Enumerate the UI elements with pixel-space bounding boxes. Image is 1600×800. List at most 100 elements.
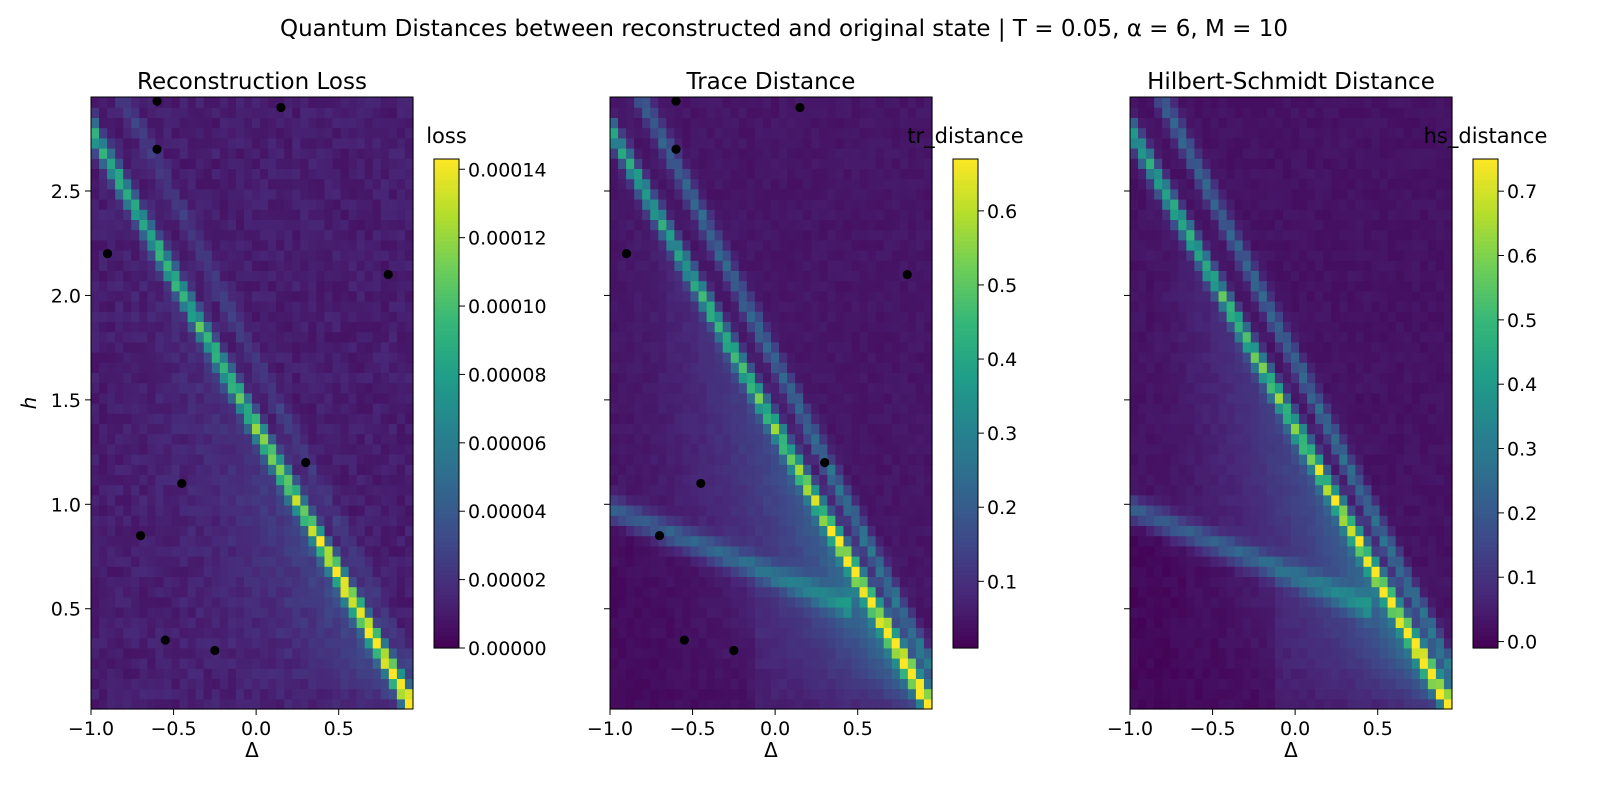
heatmap-cell xyxy=(268,321,277,333)
heatmap-cell xyxy=(195,617,205,628)
heatmap-cell xyxy=(891,596,901,608)
heatmap-cell xyxy=(396,311,406,322)
heatmap-cell xyxy=(891,576,901,588)
heatmap-cell xyxy=(356,566,366,577)
heatmap-cell xyxy=(300,199,309,210)
heatmap-cell xyxy=(771,199,780,210)
heatmap-cell xyxy=(308,647,317,659)
heatmap-cell xyxy=(364,617,374,628)
heatmap-cell xyxy=(99,372,108,384)
heatmap-cell xyxy=(915,617,925,628)
heatmap-cell xyxy=(779,117,788,129)
heatmap-cell xyxy=(915,556,925,567)
heatmap-cell xyxy=(364,219,374,231)
heatmap-cell xyxy=(722,576,732,588)
heatmap-cell xyxy=(634,494,643,506)
heatmap-cell xyxy=(171,617,181,628)
heatmap-cell xyxy=(243,484,253,496)
heatmap-cell xyxy=(642,107,651,118)
heatmap-cell xyxy=(99,515,108,526)
heatmap-cell xyxy=(835,127,845,139)
heatmap-cell xyxy=(859,168,869,180)
heatmap-cell xyxy=(316,209,326,220)
heatmap-cell xyxy=(340,423,350,435)
heatmap-cell xyxy=(706,668,716,679)
heatmap-cell xyxy=(811,566,820,577)
heatmap-cell xyxy=(219,668,229,679)
heatmap-cell xyxy=(883,525,893,537)
heatmap-cell xyxy=(626,556,635,567)
heatmap-cell xyxy=(316,229,326,241)
heatmap-cell xyxy=(139,372,148,384)
heatmap-cell xyxy=(243,647,253,659)
heatmap-cell xyxy=(762,301,772,312)
heatmap-cell xyxy=(268,494,277,506)
heatmap-cell xyxy=(875,627,885,639)
heatmap-cell xyxy=(658,158,667,169)
heatmap-cell xyxy=(642,199,651,210)
heatmap-cell xyxy=(388,617,398,628)
heatmap-cell xyxy=(131,627,140,639)
colorbar-tick-label: 0.00000 xyxy=(468,638,547,660)
heatmap-cell xyxy=(771,290,780,302)
heatmap-cell xyxy=(372,647,382,659)
heatmap-cell xyxy=(738,494,748,506)
heatmap-cell xyxy=(260,270,269,282)
heatmap-cell xyxy=(300,341,309,353)
heatmap-cell xyxy=(867,423,877,435)
heatmap-cell xyxy=(131,188,140,200)
heatmap-cell xyxy=(356,688,366,700)
heatmap-cell xyxy=(300,219,309,231)
heatmap-cell xyxy=(372,382,382,394)
heatmap-cell xyxy=(99,668,108,679)
heatmap-cell xyxy=(284,494,293,506)
heatmap-cell xyxy=(187,637,197,649)
heatmap-cell xyxy=(396,239,406,251)
heatmap-cell xyxy=(292,556,301,567)
heatmap-cell xyxy=(859,637,869,649)
heatmap-cell xyxy=(851,566,861,577)
heatmap-cell xyxy=(658,464,667,475)
heatmap-cell xyxy=(754,586,764,598)
heatmap-cell xyxy=(779,433,788,445)
heatmap-cell xyxy=(650,382,659,394)
heatmap-cell xyxy=(674,158,684,169)
heatmap-cell xyxy=(260,209,269,220)
heatmap-cell xyxy=(722,321,732,333)
heatmap-cell xyxy=(883,576,893,588)
heatmap-cell xyxy=(372,250,382,261)
heatmap-cell xyxy=(819,617,828,628)
heatmap-cell xyxy=(787,158,796,169)
heatmap-cell xyxy=(115,545,124,557)
heatmap-cell xyxy=(316,178,326,190)
heatmap-cell xyxy=(642,117,651,129)
heatmap-cell xyxy=(300,423,309,435)
heatmap-cell xyxy=(163,352,173,363)
heatmap-cell xyxy=(396,188,406,200)
heatmap-cell xyxy=(658,137,667,149)
heatmap-cell xyxy=(324,107,334,118)
heatmap-cell xyxy=(746,443,756,455)
heatmap-cell xyxy=(827,474,836,486)
heatmap-cell xyxy=(891,178,901,190)
heatmap-cell xyxy=(795,290,804,302)
heatmap-cell xyxy=(211,627,221,639)
heatmap-cell xyxy=(219,403,229,414)
heatmap-cell xyxy=(203,505,213,516)
heatmap-cell xyxy=(746,413,756,424)
heatmap-cell xyxy=(388,474,398,486)
heatmap-cell xyxy=(380,423,390,435)
heatmap-cell xyxy=(859,545,869,557)
heatmap-cell xyxy=(324,127,334,139)
heatmap-cell xyxy=(227,525,237,537)
heatmap-cell xyxy=(195,525,205,537)
heatmap-cell xyxy=(260,311,269,322)
heatmap-cell xyxy=(738,525,748,537)
heatmap-cell xyxy=(698,117,708,129)
heatmap-cell xyxy=(843,403,853,414)
heatmap-cell xyxy=(746,178,756,190)
heatmap-cell xyxy=(883,280,893,292)
heatmap-cell xyxy=(835,535,845,547)
heatmap-cell xyxy=(674,392,684,404)
heatmap-cell xyxy=(875,566,885,577)
